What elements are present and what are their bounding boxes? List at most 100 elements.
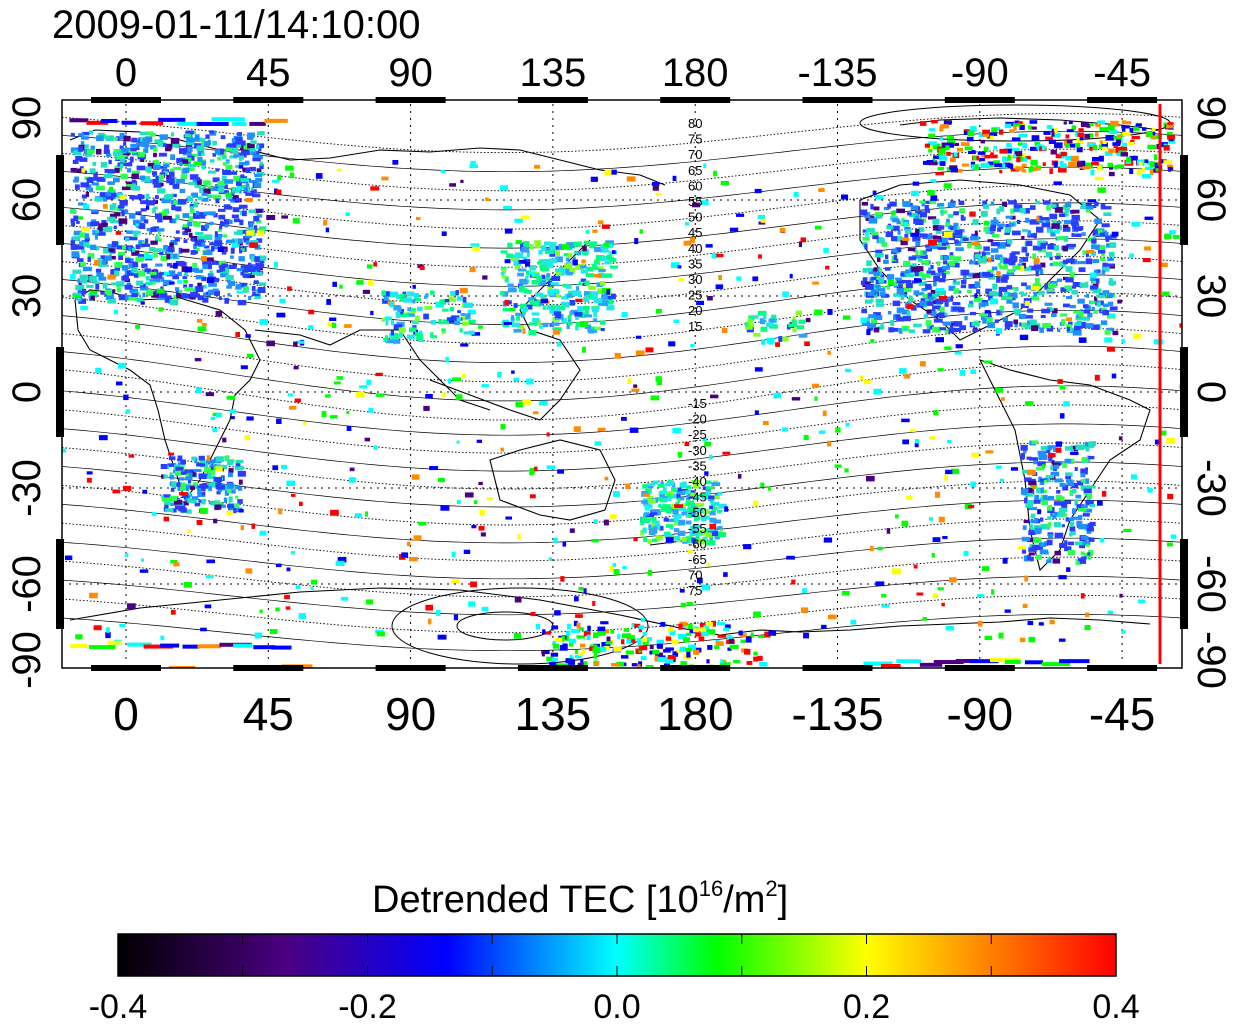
tec-point [745,636,752,643]
tec-point [156,296,165,300]
tec-point [145,276,150,281]
tec-point [902,201,911,207]
tec-point [1065,472,1073,477]
tec-point [126,270,134,276]
tec-point [567,252,573,258]
axis-tick-marks [56,97,1188,671]
tec-point [889,201,897,207]
tec-point [971,322,980,327]
tec-point [1072,282,1081,287]
tec-point [725,662,731,667]
tec-point [933,318,943,323]
tec-point [1046,559,1052,563]
tec-point [575,298,583,303]
tec-point [1050,204,1057,208]
tec-point [1049,256,1053,261]
tec-point [168,171,175,178]
tec-point [567,321,573,326]
tec-point [757,635,765,639]
tec-point [1003,148,1012,154]
tec-point [161,277,165,282]
tec-point [844,368,852,373]
tec-point [520,303,527,310]
tec-point [560,576,565,582]
contour-label: -55 [688,521,707,536]
tec-point [398,327,406,333]
tec-point [613,569,620,575]
tec-point [566,271,574,276]
top-lon-label: 180 [662,51,729,95]
tec-point [501,275,506,279]
tec-point [621,311,628,318]
tec-point [101,220,107,224]
tec-point [949,165,958,170]
tec-point [233,507,237,514]
tec-point [254,632,262,639]
tec-point [1053,464,1060,469]
tec-point [128,454,135,458]
tec-point [449,306,455,312]
tec-point [1028,547,1037,552]
tec-point [184,228,192,233]
tec-point [900,271,910,278]
tec-point [773,393,781,399]
tec-point [183,239,188,243]
tec-point [867,291,875,296]
tec-point [231,242,238,248]
tec-point [293,365,299,370]
tec-point [984,154,990,159]
tec-point [990,248,999,253]
tec-point [438,477,445,483]
tec-point [1046,205,1051,211]
tec-point [627,378,632,384]
tec-point [205,223,210,229]
tec-point [198,455,205,461]
tec-point [254,156,263,160]
tec-point [987,226,992,232]
tec-point [953,263,960,268]
tec-point [237,499,243,504]
tec-point [149,271,157,275]
tec-point [206,194,213,198]
tec-point [873,270,881,276]
tec-point [706,527,714,532]
tec-point [1085,258,1093,265]
tec-point [649,644,654,650]
tec-point [644,488,652,494]
tec-point [228,264,237,269]
tec-point [922,250,927,255]
tec-point [100,162,108,168]
tec-point [996,208,1001,215]
tec-point [660,622,666,627]
tec-point [373,445,378,450]
tec-point [945,625,955,631]
tec-point [954,239,959,244]
contour-label: 70 [688,568,702,583]
tec-point [141,558,145,562]
tec-point [1086,527,1094,532]
tec-point [325,394,331,398]
contour-line [62,327,1182,383]
tec-point [701,515,710,520]
tec-point [256,214,263,218]
tec-point [163,245,168,250]
tec-point [720,659,724,664]
tec-point [861,201,869,206]
tec-point [562,541,567,547]
tec-point [88,187,93,193]
tec-point [1094,218,1103,224]
tec-point [502,291,509,297]
tec-point [1100,232,1105,237]
tec-point [127,603,136,610]
tec-point [896,220,901,225]
tec-point [96,176,106,182]
tec-point [159,174,164,180]
tec-point [169,502,177,506]
tec-point [546,656,554,662]
tec-point [868,314,877,319]
tec-point [1043,200,1051,205]
tec-point [902,284,906,288]
tec-point [935,229,942,234]
tec-point [863,379,871,385]
tec-point [943,183,952,189]
